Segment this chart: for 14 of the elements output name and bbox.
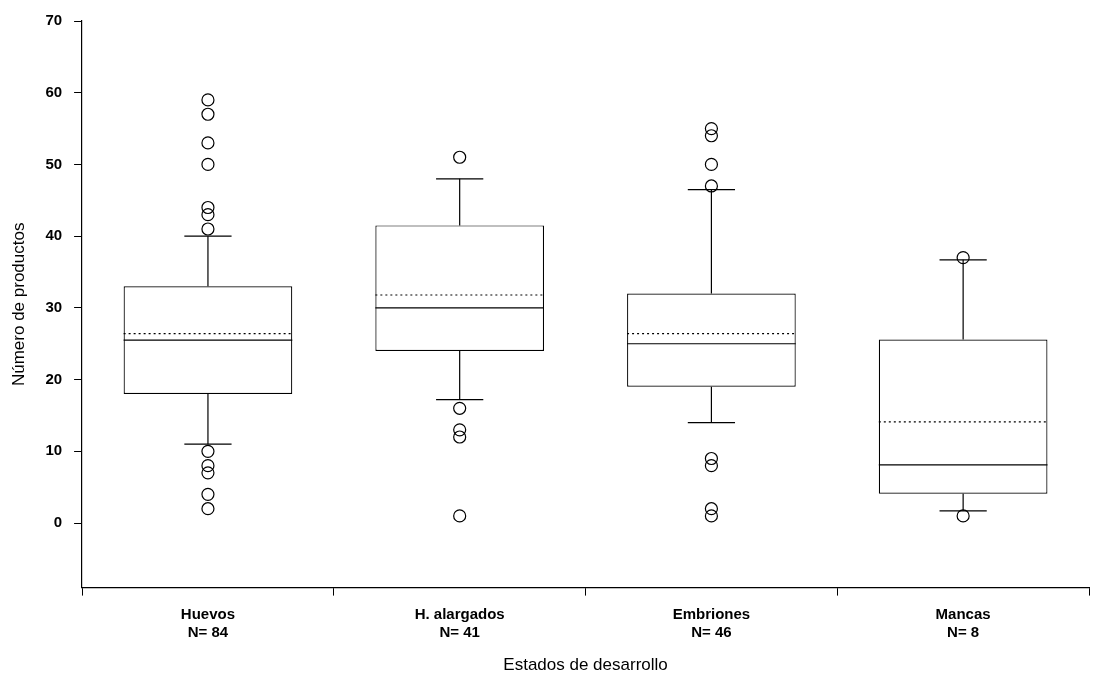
x-tick-label: Huevos N= 84: [180, 604, 236, 640]
x-tick-label: Mancas N= 8: [935, 604, 991, 640]
y-tick-label: 30: [45, 298, 63, 316]
x-axis-title: Estados de desarrollo: [503, 655, 668, 675]
x-tick-label: H. alargados N= 41: [414, 604, 505, 640]
y-tick-label: 60: [45, 82, 63, 100]
y-tick-label: 40: [45, 226, 63, 244]
x-tick-label: Embriones N= 46: [672, 604, 751, 640]
y-axis-title: Número de productos: [8, 222, 28, 387]
y-tick-label: 10: [45, 441, 63, 459]
y-tick-label: 0: [53, 513, 63, 531]
y-tick-label: 70: [45, 11, 63, 29]
y-tick-label: 20: [45, 369, 63, 387]
y-tick-label: 50: [45, 154, 63, 172]
